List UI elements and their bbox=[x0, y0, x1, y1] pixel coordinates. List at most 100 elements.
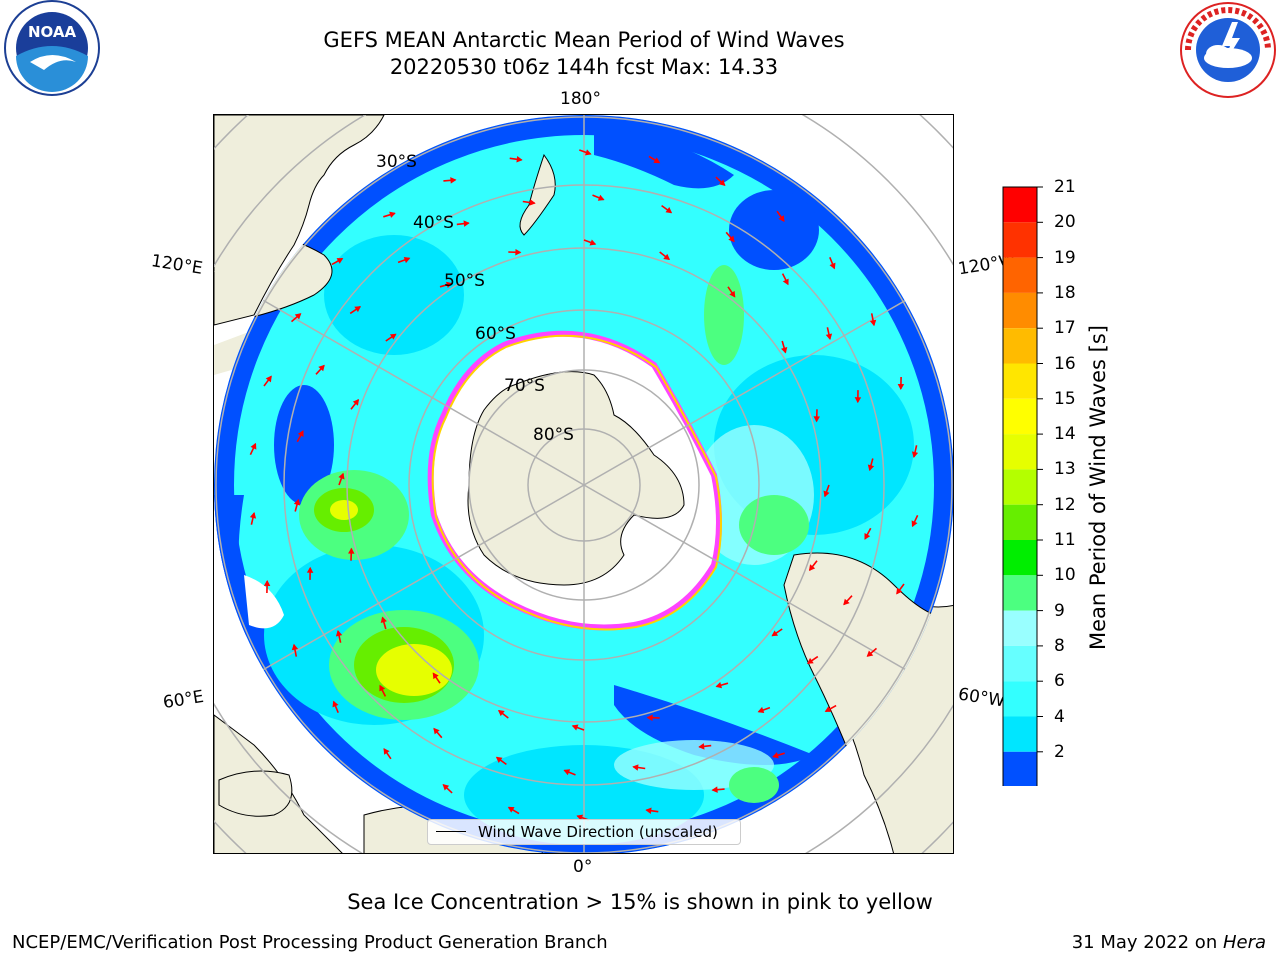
wind-arrow-head bbox=[380, 616, 387, 624]
lat-label-50s: 50°S bbox=[444, 271, 485, 291]
colorbar-tick-label: 20 bbox=[1054, 212, 1076, 233]
colorbar-tick-label: 6 bbox=[1054, 671, 1065, 692]
wind-arrow-head bbox=[589, 239, 597, 246]
wind-arrow-head bbox=[781, 346, 788, 354]
wind-arrow-head bbox=[911, 451, 919, 459]
wind-arrow-head bbox=[497, 709, 505, 717]
wind-arrow-head bbox=[442, 783, 450, 791]
wind-arrow-head bbox=[824, 706, 832, 712]
lat-label-40s: 40°S bbox=[413, 213, 454, 233]
wind-arrows bbox=[249, 149, 919, 821]
colorbar-tick-label: 21 bbox=[1054, 177, 1076, 197]
legend-label: Wind Wave Direction (unscaled) bbox=[478, 823, 718, 841]
wind-arrow-head bbox=[250, 442, 257, 450]
colorbar-segment bbox=[1003, 681, 1037, 717]
wind-arrow-head bbox=[332, 700, 339, 708]
wind-arrow-head bbox=[354, 306, 362, 313]
wind-arrow-head bbox=[911, 520, 918, 528]
colorbar-tick-label: 18 bbox=[1054, 282, 1076, 303]
wind-arrow-head bbox=[293, 498, 301, 506]
wind-arrow-head bbox=[897, 383, 905, 391]
wind-arrow-head bbox=[645, 807, 652, 815]
colorbar-segment bbox=[1003, 328, 1037, 364]
wind-arrow-head bbox=[728, 235, 735, 243]
wind-arrow-head bbox=[869, 319, 877, 327]
colorbar-segment bbox=[1003, 610, 1037, 646]
wind-arrow-head bbox=[576, 814, 584, 821]
wind-arrow-head bbox=[348, 547, 355, 554]
map-legend: Wind Wave Direction (unscaled) bbox=[427, 819, 741, 845]
colorbar-tick-label: 12 bbox=[1054, 494, 1076, 515]
wind-arrow-head bbox=[297, 430, 304, 437]
lon-label-60w: 60°W bbox=[956, 684, 1007, 712]
map-panel bbox=[213, 114, 954, 854]
footer-date-text: 31 May 2022 on bbox=[1071, 932, 1223, 953]
footer-date: 31 May 2022 on Hera bbox=[1072, 932, 1266, 953]
wind-arrow-head bbox=[646, 714, 653, 721]
wind-arrow-head bbox=[597, 194, 605, 201]
wind-arrow-head bbox=[729, 290, 736, 298]
colorbar-tick-label: 11 bbox=[1054, 530, 1076, 550]
wind-arrow-head bbox=[263, 579, 271, 587]
wind-arrow-head bbox=[306, 566, 314, 573]
colorbar-segment bbox=[1003, 716, 1037, 752]
colorbar-segment bbox=[1003, 575, 1037, 611]
colorbar-tick-label: 4 bbox=[1054, 706, 1065, 727]
wind-arrow-head bbox=[389, 333, 397, 340]
colorbar-segment bbox=[1003, 187, 1037, 223]
wind-arrow-head bbox=[450, 177, 457, 184]
wind-arrow-head bbox=[571, 724, 579, 731]
lat-label-30s: 30°S bbox=[376, 152, 417, 172]
wind-arrow-head bbox=[563, 769, 571, 776]
wind-arrow-head bbox=[336, 258, 344, 264]
wind-arrow-head bbox=[318, 364, 325, 372]
colorbar-tick-label: 13 bbox=[1054, 459, 1076, 480]
colorbar-tick-label: 10 bbox=[1054, 565, 1076, 586]
wind-arrow-head bbox=[463, 220, 470, 227]
colorbar-segment bbox=[1003, 504, 1037, 540]
colorbar-segment bbox=[1003, 292, 1037, 329]
wind-arrow-head bbox=[866, 650, 874, 657]
wind-arrow-head bbox=[843, 598, 850, 606]
lon-label-180: 180° bbox=[560, 89, 601, 109]
wind-arrow-head bbox=[806, 657, 814, 664]
colorbar-tick-label: 19 bbox=[1054, 247, 1076, 268]
colorbar bbox=[1002, 186, 1043, 786]
wind-arrow-head bbox=[829, 262, 836, 270]
wind-arrow-head bbox=[632, 764, 639, 771]
colorbar-tick-label: 16 bbox=[1054, 353, 1076, 374]
noaa-logo: NOAA bbox=[4, 0, 100, 96]
wind-arrow-head bbox=[516, 155, 523, 163]
wind-arrow-head bbox=[403, 256, 411, 264]
wind-arrow-head bbox=[808, 564, 816, 572]
wind-arrow-head bbox=[653, 157, 661, 164]
lon-label-120e: 120°E bbox=[149, 251, 204, 279]
footer-organization: NCEP/EMC/Verification Post Processing Pr… bbox=[12, 932, 608, 953]
lat-label-70s: 70°S bbox=[504, 376, 545, 396]
colorbar-segment bbox=[1003, 222, 1037, 258]
colorbar-tick-label: 17 bbox=[1054, 318, 1076, 339]
wind-arrow-head bbox=[432, 672, 439, 680]
wind-arrow-head bbox=[352, 398, 360, 406]
wind-arrow-head bbox=[778, 215, 785, 222]
wind-arrow-head bbox=[291, 643, 299, 651]
nws-logo bbox=[1180, 2, 1276, 98]
wind-arrow-head bbox=[663, 253, 671, 261]
colorbar-outline bbox=[1002, 186, 1038, 786]
wind-arrow-head bbox=[757, 706, 765, 714]
polar-map bbox=[214, 115, 953, 853]
lat-label-60s: 60°S bbox=[475, 324, 516, 344]
chart-subtitle: 20220530 t06z 144h fcst Max: 14.33 bbox=[389, 55, 779, 79]
wind-arrow-head bbox=[823, 490, 830, 498]
wind-arrow-head bbox=[335, 629, 343, 637]
wind-arrow-head bbox=[896, 587, 903, 595]
wind-arrow-head bbox=[715, 682, 723, 689]
svg-text:NOAA: NOAA bbox=[28, 23, 77, 41]
lon-label-60e: 60°E bbox=[161, 686, 206, 714]
sea-ice-note: Sea Ice Concentration > 15% is shown in … bbox=[347, 890, 933, 914]
colorbar-tick-label: 8 bbox=[1054, 635, 1065, 656]
colorbar-label: Mean Period of Wind Waves [s] bbox=[1086, 325, 1110, 650]
colorbar-tick-label: 15 bbox=[1054, 388, 1076, 409]
wind-arrow-head bbox=[698, 743, 705, 750]
wind-arrow-head bbox=[507, 806, 515, 813]
